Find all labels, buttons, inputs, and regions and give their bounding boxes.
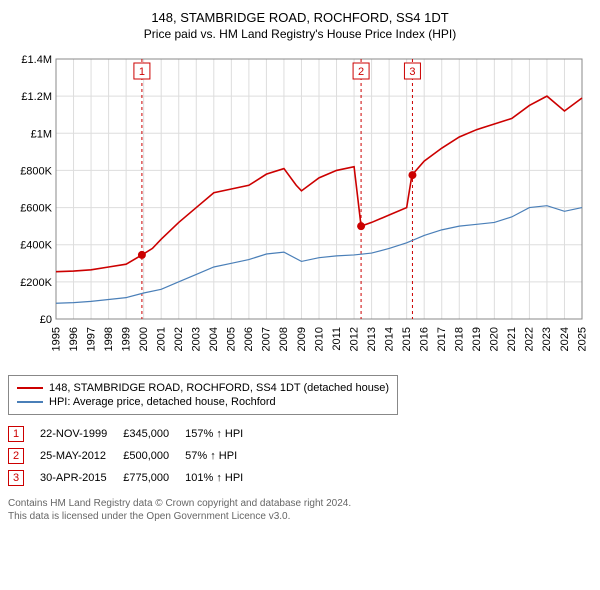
svg-text:2024: 2024 xyxy=(559,327,571,351)
svg-text:2000: 2000 xyxy=(138,327,150,351)
sale-date: 22-NOV-1999 xyxy=(40,423,123,445)
svg-text:2022: 2022 xyxy=(524,327,536,351)
table-row: 2 25-MAY-2012£500,00057% ↑ HPI xyxy=(8,445,259,467)
svg-text:2003: 2003 xyxy=(191,327,203,351)
svg-text:1997: 1997 xyxy=(85,327,97,351)
svg-text:2009: 2009 xyxy=(296,327,308,351)
chart-container: £0 £200K £400K £600K £800K £1M £1.2M £1.4M 1995 1… xyxy=(8,49,592,369)
attribution-line: This data is licensed under the Open Gov… xyxy=(8,510,592,523)
svg-text:2014: 2014 xyxy=(383,327,395,351)
svg-text:2004: 2004 xyxy=(208,327,220,351)
sale-marker-icon: 2 xyxy=(8,448,24,464)
sale-marker-icon: 1 xyxy=(8,426,24,442)
svg-text:£1.4M: £1.4M xyxy=(21,54,52,66)
legend-label: HPI: Average price, detached house, Roch… xyxy=(49,396,276,408)
sale-pct: 101% ↑ HPI xyxy=(185,467,259,489)
sale-pct: 57% ↑ HPI xyxy=(185,445,259,467)
svg-text:3: 3 xyxy=(409,66,415,78)
svg-text:2007: 2007 xyxy=(261,327,273,351)
svg-text:£200K: £200K xyxy=(20,277,52,289)
sale-pct: 157% ↑ HPI xyxy=(185,423,259,445)
sale-date: 30-APR-2015 xyxy=(40,467,123,489)
svg-text:2012: 2012 xyxy=(348,327,360,351)
svg-text:2001: 2001 xyxy=(155,327,167,351)
table-row: 1 22-NOV-1999£345,000157% ↑ HPI xyxy=(8,423,259,445)
legend-swatch xyxy=(17,387,43,389)
svg-text:2023: 2023 xyxy=(541,327,553,351)
svg-text:2008: 2008 xyxy=(278,327,290,351)
svg-text:2018: 2018 xyxy=(454,327,466,351)
svg-text:2025: 2025 xyxy=(576,327,588,351)
legend-row: HPI: Average price, detached house, Roch… xyxy=(17,396,389,408)
sale-price: £500,000 xyxy=(123,445,185,467)
svg-text:1: 1 xyxy=(139,66,145,78)
svg-text:2019: 2019 xyxy=(471,327,483,351)
chart-title: 148, STAMBRIDGE ROAD, ROCHFORD, SS4 1DT xyxy=(8,10,592,25)
svg-text:2005: 2005 xyxy=(226,327,238,351)
sales-table: 1 22-NOV-1999£345,000157% ↑ HPI 2 25-MAY-20… xyxy=(8,423,259,489)
svg-text:2021: 2021 xyxy=(506,327,518,351)
sale-date: 25-MAY-2012 xyxy=(40,445,123,467)
legend: 148, STAMBRIDGE ROAD, ROCHFORD, SS4 1DT … xyxy=(8,375,398,415)
legend-label: 148, STAMBRIDGE ROAD, ROCHFORD, SS4 1DT … xyxy=(49,382,389,394)
sale-marker-icon: 3 xyxy=(8,470,24,486)
svg-text:£0: £0 xyxy=(40,314,52,326)
svg-text:2020: 2020 xyxy=(489,327,501,351)
svg-text:2: 2 xyxy=(358,66,364,78)
attribution-line: Contains HM Land Registry data © Crown c… xyxy=(8,497,592,510)
svg-text:2015: 2015 xyxy=(401,327,413,351)
svg-text:2013: 2013 xyxy=(366,327,378,351)
sale-price: £345,000 xyxy=(123,423,185,445)
svg-text:£1M: £1M xyxy=(31,128,52,140)
svg-text:£600K: £600K xyxy=(20,203,52,215)
svg-text:1996: 1996 xyxy=(68,327,80,351)
svg-text:2011: 2011 xyxy=(331,327,343,351)
svg-text:£400K: £400K xyxy=(20,240,52,252)
svg-text:£1.2M: £1.2M xyxy=(21,91,52,103)
sale-price: £775,000 xyxy=(123,467,185,489)
legend-swatch xyxy=(17,401,43,403)
svg-text:2010: 2010 xyxy=(313,327,325,351)
attribution: Contains HM Land Registry data © Crown c… xyxy=(8,497,592,523)
svg-text:£800K: £800K xyxy=(20,165,52,177)
svg-text:2002: 2002 xyxy=(173,327,185,351)
legend-row: 148, STAMBRIDGE ROAD, ROCHFORD, SS4 1DT … xyxy=(17,382,389,394)
table-row: 3 30-APR-2015£775,000101% ↑ HPI xyxy=(8,467,259,489)
svg-text:2017: 2017 xyxy=(436,327,448,351)
svg-text:1998: 1998 xyxy=(103,327,115,351)
svg-text:2006: 2006 xyxy=(243,327,255,351)
line-chart: £0 £200K £400K £600K £800K £1M £1.2M £1.4M 1995 1… xyxy=(8,49,592,369)
svg-text:1999: 1999 xyxy=(120,327,132,351)
svg-text:1995: 1995 xyxy=(50,327,62,351)
svg-text:2016: 2016 xyxy=(419,327,431,351)
chart-subtitle: Price paid vs. HM Land Registry's House … xyxy=(8,27,592,41)
